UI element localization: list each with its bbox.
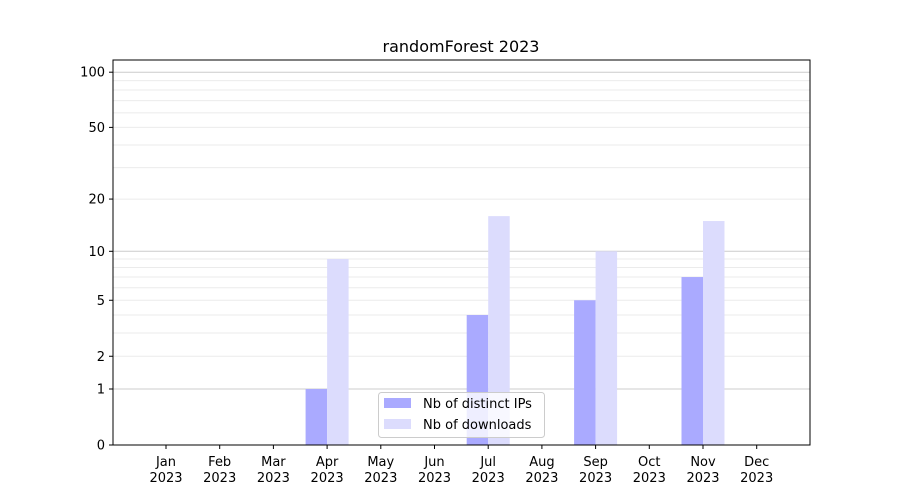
- x-tick-label: Jul: [479, 455, 496, 470]
- x-tick-label: May: [367, 455, 394, 470]
- bar-distinct-ips: [681, 277, 703, 445]
- x-tick-label: 2023: [203, 471, 236, 486]
- plot-frame: [112, 59, 811, 446]
- x-tick-label: 2023: [472, 471, 505, 486]
- bar-distinct-ips: [305, 389, 328, 445]
- bar-downloads: [703, 221, 725, 445]
- y-tick-label: 100: [80, 66, 105, 81]
- y-tick-label: 10: [88, 245, 105, 260]
- x-tick-label: 2023: [149, 471, 182, 486]
- y-tick-label: 1: [97, 383, 105, 398]
- x-tick-label: Mar: [261, 455, 286, 470]
- bar-downloads: [327, 259, 349, 445]
- y-tick-label: 2: [97, 350, 105, 365]
- x-tick-label: 2023: [364, 471, 397, 486]
- x-tick-label: Aug: [529, 455, 554, 470]
- x-tick-label: 2023: [579, 471, 612, 486]
- x-tick-label: Nov: [690, 455, 716, 470]
- legend-swatch: [384, 419, 411, 429]
- x-tick-label: 2023: [740, 471, 773, 486]
- legend-label: Nb of downloads: [423, 418, 532, 433]
- y-tick-label: 50: [88, 121, 105, 136]
- x-tick-label: Jan: [155, 455, 176, 470]
- x-tick-label: 2023: [418, 471, 451, 486]
- y-tick-label: 0: [97, 439, 105, 454]
- y-tick-label: 5: [97, 294, 105, 309]
- bar-distinct-ips: [574, 300, 596, 445]
- grid: [113, 71, 810, 390]
- x-tick-label: 2023: [686, 471, 719, 486]
- x-tick-label: 2023: [257, 471, 290, 486]
- x-tick-label: 2023: [311, 471, 344, 486]
- x-tick-label: Sep: [583, 455, 608, 470]
- bar-downloads: [488, 216, 510, 445]
- axes: 0125102050100Jan2023Feb2023Mar2023Apr202…: [80, 59, 811, 486]
- x-tick-label: Oct: [638, 455, 660, 470]
- legend-label: Nb of distinct IPs: [423, 397, 532, 412]
- legend: Nb of distinct IPs Nb of downloads: [378, 392, 545, 438]
- x-tick-label: Dec: [744, 455, 769, 470]
- legend-box: [378, 392, 545, 438]
- legend-swatch: [384, 398, 411, 408]
- x-tick-label: 2023: [525, 471, 558, 486]
- chart-title: randomForest 2023: [383, 37, 540, 56]
- x-tick-label: Jun: [423, 455, 444, 470]
- y-tick-label: 20: [88, 193, 105, 208]
- x-tick-label: 2023: [633, 471, 666, 486]
- x-tick-label: Apr: [316, 455, 339, 470]
- x-tick-label: Feb: [208, 455, 231, 470]
- bar-downloads: [595, 251, 618, 445]
